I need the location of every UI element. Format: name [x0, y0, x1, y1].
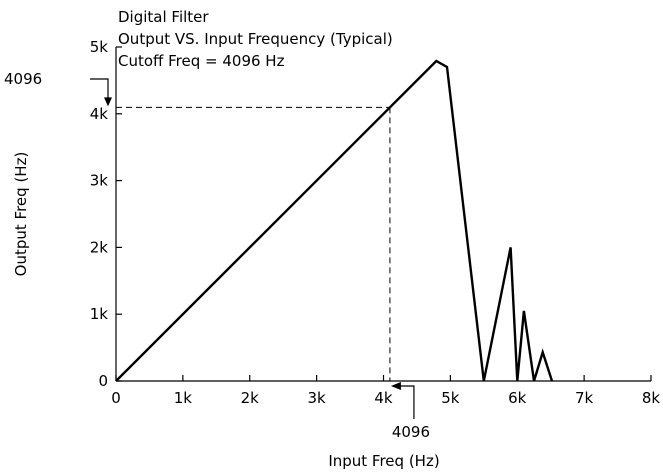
cutoff-guides: [116, 106, 391, 381]
x-tick-label: 5k: [441, 389, 460, 407]
title-line-1: Digital Filter: [118, 8, 209, 26]
y-cutoff-annotation-leader: [90, 78, 109, 99]
axes: 0 1k 2k 3k 4k 5k 6k 7k 8k 0 1k 2k 3k 4k 5k: [90, 38, 661, 407]
x-cutoff-annotation-label: 4096: [392, 423, 430, 441]
x-cutoff-arrow-icon: [390, 382, 401, 390]
annotations: 4096 4096: [4, 70, 430, 441]
series-group: [115, 59, 554, 382]
x-tick-label: 8k: [642, 389, 661, 407]
x-tick-label: 1k: [174, 389, 193, 407]
y-tick-label: 4k: [90, 105, 109, 123]
y-ticks: 0 1k 2k 3k 4k 5k: [90, 38, 122, 390]
y-axis-label: Output Freq (Hz): [12, 152, 30, 277]
y-tick-label: 3k: [90, 172, 109, 190]
y-tick-label: 2k: [90, 238, 109, 256]
x-tick-label: 3k: [308, 389, 327, 407]
title-line-2: Output VS. Input Frequency (Typical): [118, 30, 393, 48]
x-tick-label: 4k: [374, 389, 393, 407]
series-line: [115, 59, 554, 382]
x-tick-label: 7k: [575, 389, 594, 407]
x-tick-label: 6k: [508, 389, 527, 407]
y-tick-label: 1k: [90, 305, 109, 323]
y-tick-label: 5k: [90, 38, 109, 56]
chart-title: Digital Filter Output VS. Input Frequenc…: [118, 8, 393, 70]
x-tick-label: 0: [111, 389, 121, 407]
x-axis-label: Input Freq (Hz): [328, 452, 439, 470]
x-cutoff-annotation-leader: [399, 385, 415, 419]
y-cutoff-annotation-label: 4096: [4, 70, 42, 88]
x-ticks: 0 1k 2k 3k 4k 5k 6k 7k 8k: [111, 375, 660, 407]
y-tick-label: 0: [98, 372, 108, 390]
title-line-3: Cutoff Freq = 4096 Hz: [118, 52, 285, 70]
y-cutoff-arrow-icon: [104, 97, 112, 107]
x-tick-label: 2k: [241, 389, 260, 407]
